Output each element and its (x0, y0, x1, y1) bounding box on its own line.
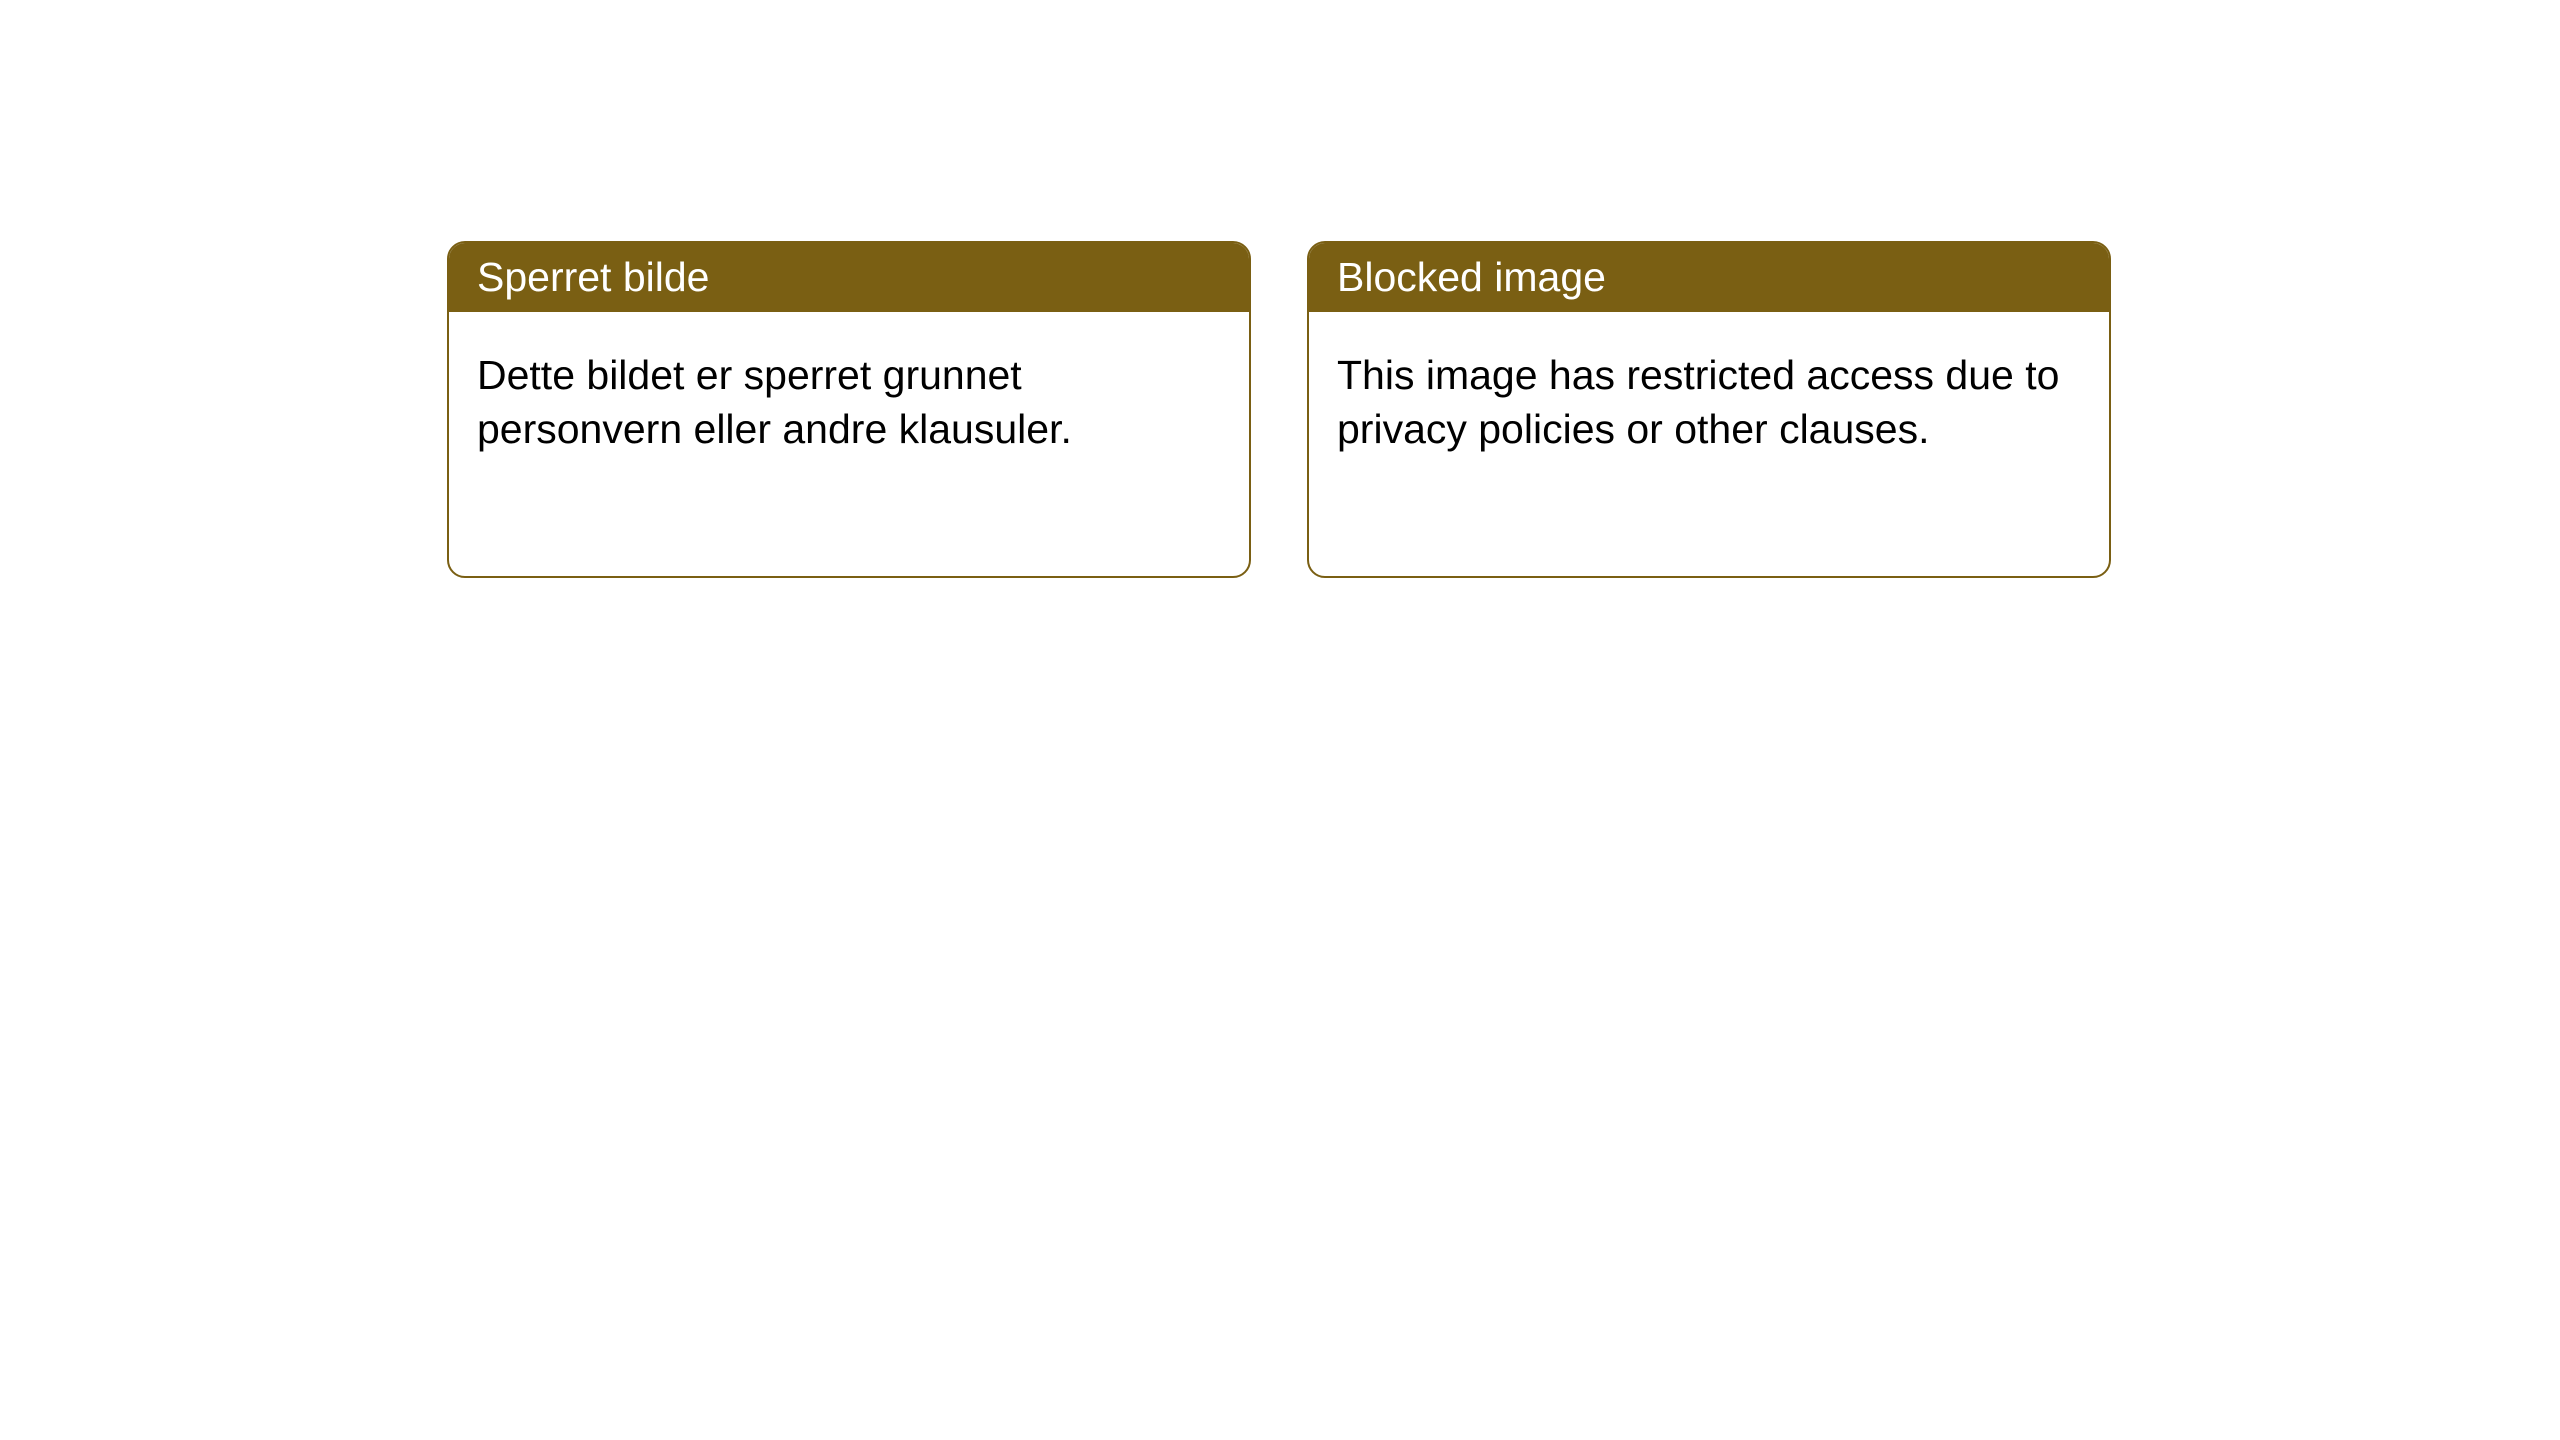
notice-card-title-no: Sperret bilde (449, 243, 1249, 312)
notice-card-en: Blocked image This image has restricted … (1307, 241, 2111, 578)
notice-card-body-no: Dette bildet er sperret grunnet personve… (449, 312, 1249, 492)
notice-card-title-en: Blocked image (1309, 243, 2109, 312)
notice-card-no: Sperret bilde Dette bildet er sperret gr… (447, 241, 1251, 578)
notice-card-body-en: This image has restricted access due to … (1309, 312, 2109, 492)
notice-cards-container: Sperret bilde Dette bildet er sperret gr… (447, 241, 2111, 578)
